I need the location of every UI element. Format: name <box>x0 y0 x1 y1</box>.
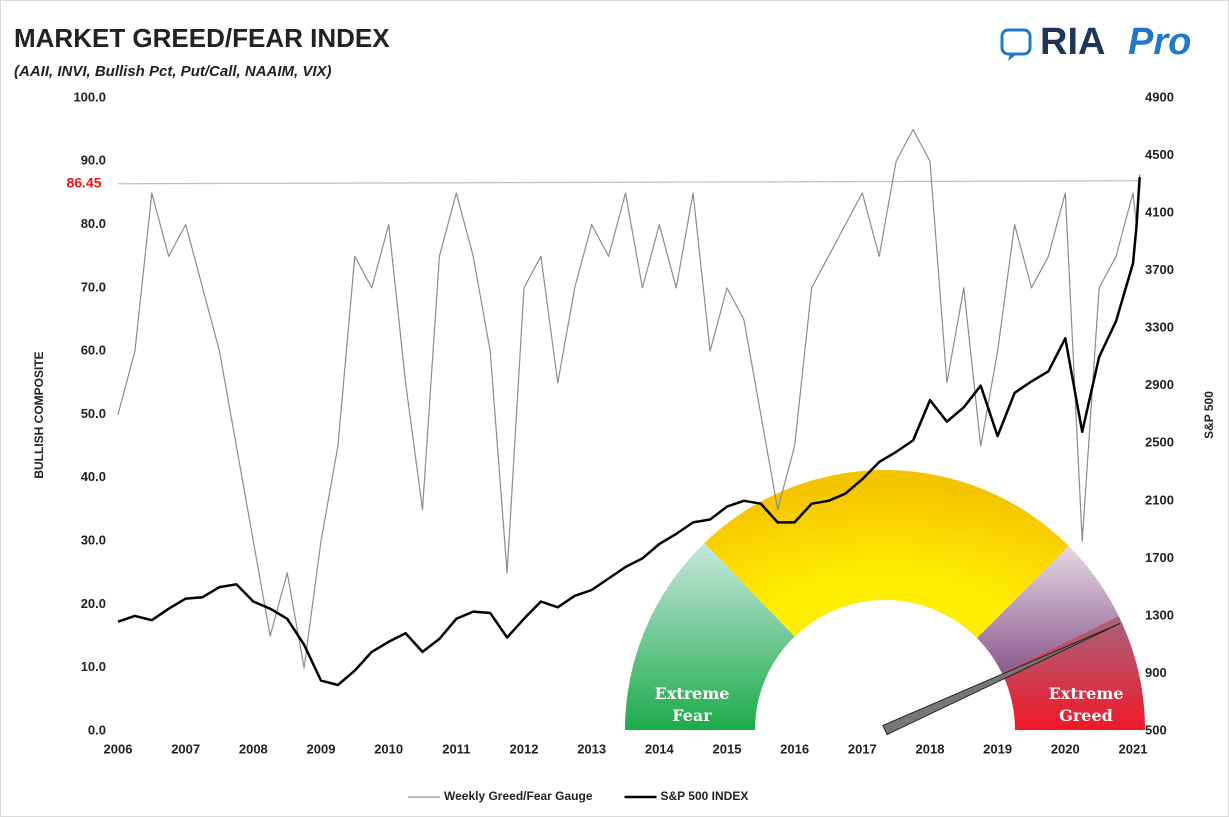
y2-tick-label: 3300 <box>1145 320 1174 335</box>
y2-tick-label: 1300 <box>1145 607 1174 622</box>
y-tick-label: 30.0 <box>81 533 106 548</box>
series-line <box>117 129 1141 669</box>
gauge-needle <box>882 623 1121 736</box>
reference-label: 86.45 <box>66 174 101 190</box>
y2-tick-label: 1700 <box>1145 550 1174 565</box>
y2-tick-label: 4900 <box>1145 89 1174 104</box>
x-tick-label: 2006 <box>104 741 133 756</box>
y2-tick-label: 500 <box>1145 722 1167 737</box>
y2-tick-label: 4500 <box>1145 147 1174 162</box>
chart-subtitle: (AAII, INVI, Bullish Pct, Put/Call, NAAI… <box>14 63 332 80</box>
legend-label: S&P 500 INDEX <box>661 789 749 803</box>
x-tick-label: 2017 <box>848 741 877 756</box>
x-tick-label: 2010 <box>374 741 403 756</box>
logo-icon-tail <box>1008 54 1017 61</box>
y-tick-label: 20.0 <box>81 596 106 611</box>
x-tick-label: 2021 <box>1119 741 1148 756</box>
gauge: Extreme Fear Extreme Greed <box>625 470 1145 736</box>
logo-icon <box>1000 28 1032 56</box>
x-tick-label: 2012 <box>510 741 539 756</box>
x-tick-label: 2013 <box>577 741 606 756</box>
y2-axis-title: S&P 500 <box>1202 391 1216 439</box>
legend-label: Weekly Greed/Fear Gauge <box>444 789 593 803</box>
y-tick-label: 70.0 <box>81 279 106 294</box>
y-tick-label: 90.0 <box>81 153 106 168</box>
gauge-greed <box>976 546 1119 674</box>
x-tick-label: 2020 <box>1051 741 1080 756</box>
y2-tick-label: 2500 <box>1145 435 1174 450</box>
y2-tick-label: 2100 <box>1145 492 1174 507</box>
x-tick-label: 2009 <box>307 741 336 756</box>
series-line <box>117 177 1141 687</box>
x-tick-label: 2011 <box>442 741 470 756</box>
gauge-neutral <box>704 470 1069 639</box>
x-tick-label: 2014 <box>645 741 675 756</box>
gauge-extreme-greed <box>1001 616 1145 730</box>
reference-line <box>117 180 1141 185</box>
y-tick-label: 100.0 <box>73 89 106 104</box>
y-tick-label: 40.0 <box>81 469 106 484</box>
x-tick-label: 2015 <box>713 741 742 756</box>
y2-tick-label: 900 <box>1145 665 1167 680</box>
y-axis-title: BULLISH COMPOSITE <box>32 351 46 478</box>
x-tick-label: 2018 <box>916 741 945 756</box>
y-tick-label: 60.0 <box>81 343 106 358</box>
y-tick-label: 10.0 <box>81 659 106 674</box>
gauge-fear <box>625 542 795 730</box>
y2-tick-label: 2900 <box>1145 377 1174 392</box>
y-tick-label: 0.0 <box>88 722 106 737</box>
x-tick-label: 2008 <box>239 741 268 756</box>
y-tick-label: 50.0 <box>81 406 106 421</box>
chart-title: MARKET GREED/FEAR INDEX <box>14 23 390 53</box>
y2-tick-label: 4100 <box>1145 205 1174 220</box>
gauge-fear-label: Extreme Fear <box>655 684 730 725</box>
logo: RIA Pro <box>1000 21 1191 63</box>
y-tick-label: 80.0 <box>81 216 106 231</box>
x-tick-label: 2016 <box>780 741 809 756</box>
x-tick-label: 2007 <box>171 741 200 756</box>
gauge-greed-label: Extreme Greed <box>1049 684 1124 725</box>
y2-tick-label: 3700 <box>1145 262 1174 277</box>
x-tick-label: 2019 <box>983 741 1012 756</box>
logo-accent: Pro <box>1128 21 1191 63</box>
logo-text: RIA <box>1040 21 1105 63</box>
